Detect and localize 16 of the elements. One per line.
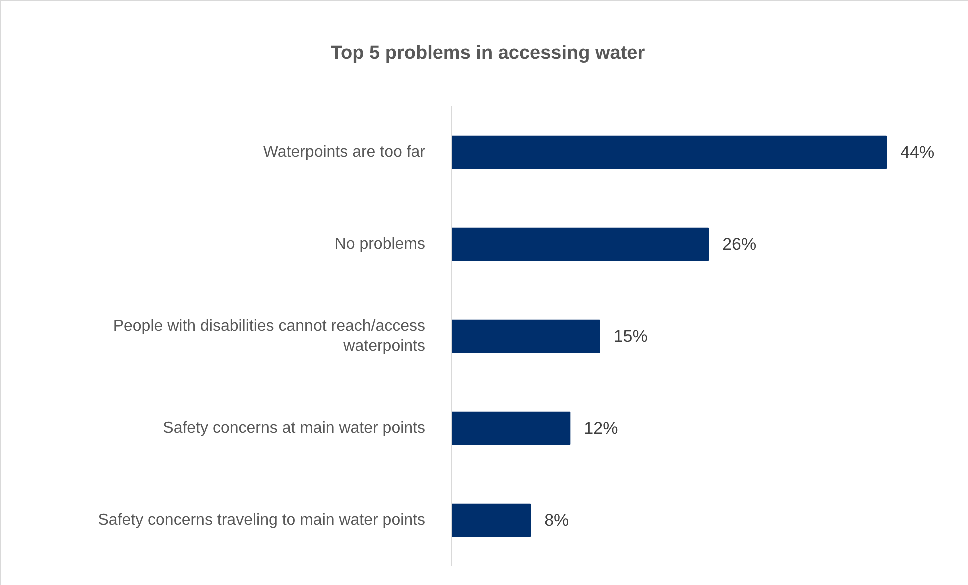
chart-title: Top 5 problems in accessing water: [330, 42, 646, 66]
data-label: 12%: [584, 419, 618, 438]
y-tick-label: Waterpoints are too far: [263, 144, 426, 161]
y-tick-label: People with disabilities cannot reach/access waterpoints: [113, 318, 426, 356]
bar: [452, 320, 600, 354]
bar: [452, 136, 888, 170]
bar: [452, 412, 571, 446]
data-label: 44%: [900, 143, 935, 162]
y-tick-label: Safety concerns traveling to main water points: [98, 512, 426, 529]
y-tick-label: Safety concerns at main water points: [163, 420, 426, 437]
data-label: 15%: [614, 327, 648, 346]
bar: [452, 504, 532, 538]
data-label: 26%: [722, 235, 757, 254]
data-label: 8%: [544, 511, 570, 530]
bar: [452, 228, 710, 262]
y-tick-label: No problems: [334, 236, 426, 253]
